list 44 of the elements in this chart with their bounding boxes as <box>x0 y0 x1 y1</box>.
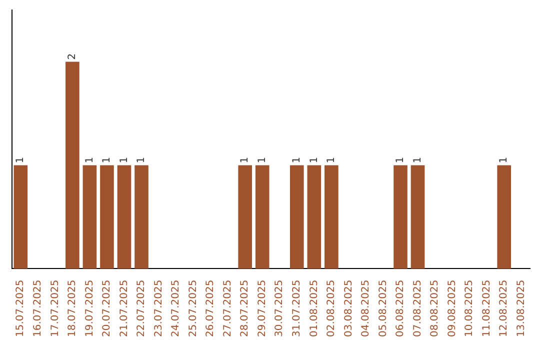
x-tick-label: 10.08.2025 <box>464 280 476 338</box>
data-label: 1 <box>240 156 251 164</box>
data-label: 1 <box>15 156 26 164</box>
x-tick-label: 21.07.2025 <box>118 280 130 338</box>
data-label: 1 <box>412 156 424 164</box>
data-label: 1 <box>256 156 268 164</box>
x-tick-label: 08.08.2025 <box>430 280 441 338</box>
x-tick-label: 09.08.2025 <box>446 280 458 338</box>
x-tick-label: 20.07.2025 <box>102 280 113 338</box>
x-tick-label: 18.07.2025 <box>67 280 78 338</box>
x-tick-label: 26.07.2025 <box>205 280 216 338</box>
x-tick-label: 30.07.2025 <box>274 280 286 338</box>
x-tick-label: 28.07.2025 <box>240 280 251 338</box>
x-tick-label: 03.08.2025 <box>343 280 354 338</box>
x-tick-label: 12.08.2025 <box>498 280 510 338</box>
data-label: 1 <box>118 156 130 164</box>
x-tick-label: 13.08.2025 <box>516 280 527 338</box>
x-tick-label: 11.08.2025 <box>481 280 492 338</box>
x-tick-label: 29.07.2025 <box>256 280 268 338</box>
x-tick-label: 19.07.2025 <box>84 280 96 338</box>
x-tick-label: 17.07.2025 <box>50 280 61 338</box>
x-tick-label: 04.08.2025 <box>360 280 372 338</box>
data-label: 2 <box>67 53 78 60</box>
data-label: 1 <box>136 156 148 164</box>
x-tick-label: 01.08.2025 <box>308 280 320 338</box>
x-tick-label: 16.07.2025 <box>32 280 44 338</box>
x-tick-label: 06.08.2025 <box>395 280 406 338</box>
x-tick-label: 23.07.2025 <box>153 280 164 338</box>
data-label: 1 <box>498 156 510 164</box>
x-tick-label: 31.07.2025 <box>291 280 302 338</box>
x-tick-label: 27.07.2025 <box>222 280 234 338</box>
data-label: 1 <box>291 156 302 164</box>
x-tick-label: 07.08.2025 <box>412 280 424 338</box>
x-tick-label: 25.07.2025 <box>188 280 199 338</box>
data-label: 1 <box>395 156 406 164</box>
x-tick-label: 22.07.2025 <box>136 280 148 338</box>
x-tick-label: 24.07.2025 <box>170 280 182 338</box>
data-label: 1 <box>308 156 320 164</box>
x-tick-label: 15.07.2025 <box>15 280 26 338</box>
x-tick-label: 05.08.2025 <box>378 280 389 338</box>
x-tick-label: 02.08.2025 <box>326 280 338 338</box>
data-label: 1 <box>84 156 96 164</box>
data-label: 1 <box>326 156 338 164</box>
data-label: 1 <box>102 156 113 164</box>
